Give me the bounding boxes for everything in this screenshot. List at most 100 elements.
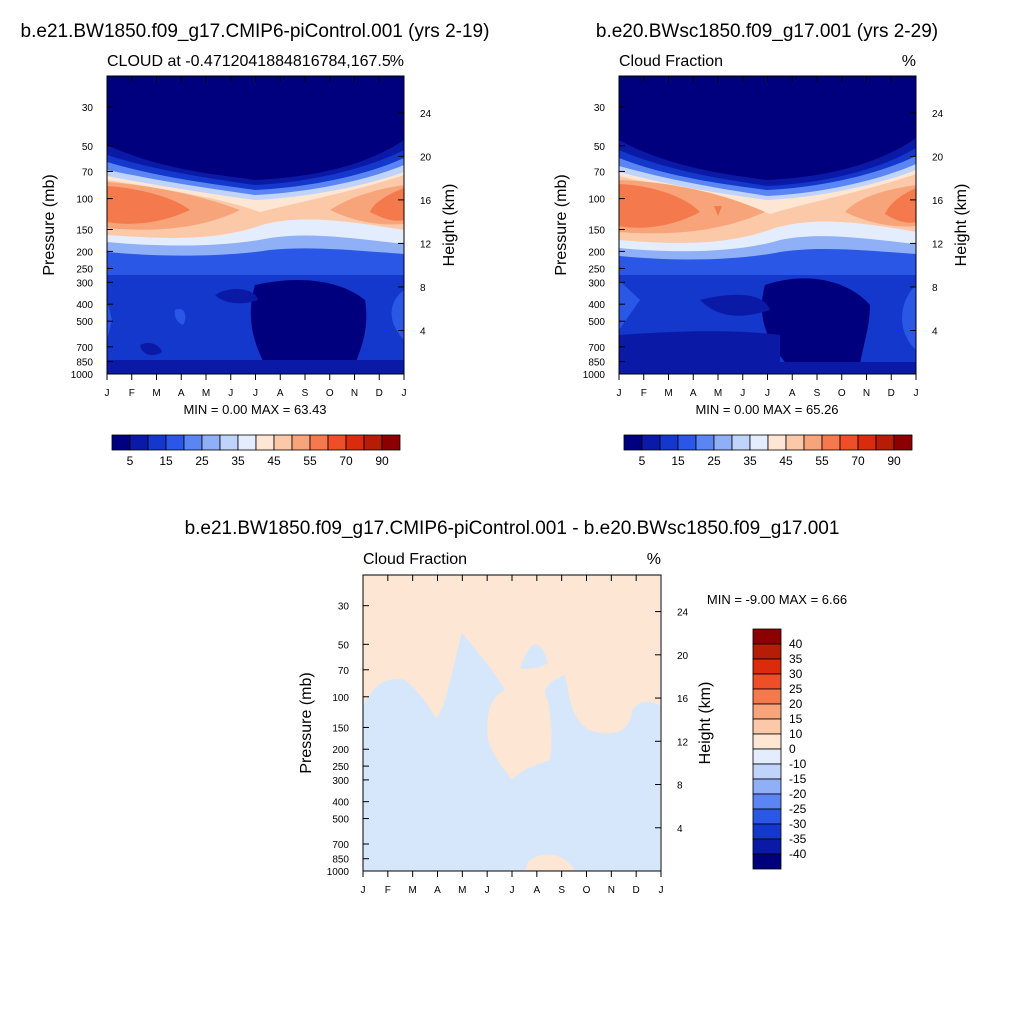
y-axis-label: Pressure (mb) (553, 174, 570, 275)
contour-field (107, 76, 404, 374)
colorbar-label: -30 (789, 817, 807, 831)
colorbar-swatch (752, 688, 782, 705)
y-right-tick-label: 4 (420, 326, 426, 337)
y-tick-label: 1000 (71, 370, 94, 381)
colorbar-swatch (752, 673, 782, 690)
x-tick-label: J (228, 388, 233, 399)
y-right-tick-label: 20 (420, 152, 432, 163)
y-tick-label: 100 (332, 693, 349, 704)
colorbar-label: 15 (789, 712, 803, 726)
x-tick-label: S (302, 388, 309, 399)
colorbar-swatch (201, 434, 221, 451)
x-tick-label: M (202, 388, 210, 399)
y-tick-label: 50 (594, 142, 606, 153)
y-tick-label: 700 (76, 343, 93, 354)
y-tick-label: 500 (76, 317, 93, 328)
x-tick-label: M (458, 885, 466, 896)
y-axis-right-label: Height (km) (697, 682, 714, 765)
colorbar-swatch (752, 838, 782, 855)
colorbar-label: 25 (195, 454, 209, 468)
x-tick-label: O (838, 388, 846, 399)
y-tick-label: 50 (338, 640, 350, 651)
units-label: % (902, 53, 916, 70)
colorbar-label: -40 (789, 847, 807, 861)
y-right-tick-label: 12 (932, 239, 944, 250)
x-tick-label: S (558, 885, 565, 896)
y-right-tick-label: 4 (932, 326, 938, 337)
colorbar-swatch (752, 778, 782, 795)
y-tick-label: 250 (588, 264, 605, 275)
colorbar-swatch (752, 853, 782, 870)
x-tick-label: J (740, 388, 745, 399)
y-tick-label: 150 (76, 225, 93, 236)
colorbar-label: 35 (789, 652, 803, 666)
y-tick-label: 400 (588, 300, 605, 311)
colorbar-swatch (183, 434, 203, 451)
colorbar-label: 30 (789, 667, 803, 681)
colorbar-swatch (875, 434, 895, 451)
y-right-tick-label: 16 (420, 196, 432, 207)
colorbar-swatch (381, 434, 401, 451)
y-tick-label: 150 (588, 225, 605, 236)
colorbar-swatch (309, 434, 329, 451)
y-tick-label: 500 (332, 815, 349, 826)
colorbar-swatch (129, 434, 149, 451)
y-tick-label: 250 (76, 264, 93, 275)
colorbar-swatch (857, 434, 877, 451)
y-tick-label: 200 (588, 247, 605, 258)
colorbar-swatch (147, 434, 167, 451)
y-axis-label: Pressure (mb) (298, 672, 315, 773)
colorbar-label: 5 (127, 454, 134, 468)
colorbar-label: -25 (789, 802, 807, 816)
min-max-label: MIN = 0.00 MAX = 63.43 (183, 402, 326, 417)
y-tick-label: 500 (588, 317, 605, 328)
colorbar-label: 20 (789, 697, 803, 711)
x-tick-label: J (105, 388, 110, 399)
y-tick-label: 70 (338, 666, 350, 677)
colorbar-label: 70 (339, 454, 353, 468)
colorbar-swatch (752, 643, 782, 660)
colorbar-swatch (752, 628, 782, 645)
colorbar-swatch (752, 658, 782, 675)
colorbar-label: 90 (887, 454, 901, 468)
y-tick-label: 200 (332, 745, 349, 756)
colorbar-label: 0 (789, 742, 796, 756)
y-right-tick-label: 24 (677, 608, 689, 619)
y-tick-label: 300 (332, 776, 349, 787)
y-tick-label: 700 (332, 840, 349, 851)
x-tick-label: M (152, 388, 160, 399)
y-tick-label: 700 (588, 343, 605, 354)
x-tick-label: O (583, 885, 591, 896)
panel-top-right: b.e20.BWsc1850.f09_g17.001 (yrs 2-29) Cl… (553, 21, 970, 468)
x-tick-label: J (510, 885, 515, 896)
variable-label: Cloud Fraction (363, 551, 467, 568)
colorbar: 5 15 25 35 45 55 70 90 (111, 434, 401, 468)
y-right-tick-label: 8 (932, 283, 938, 294)
min-max-label: MIN = -9.00 MAX = 6.66 (707, 592, 847, 607)
y-tick-label: 100 (76, 195, 93, 206)
colorbar-swatch (695, 434, 715, 451)
x-tick-label: M (664, 388, 672, 399)
panel-top-left: b.e21.BW1850.f09_g17.CMIP6-piControl.001… (21, 21, 490, 468)
colorbar-swatch (345, 434, 365, 451)
colorbar-label: 40 (789, 637, 803, 651)
colorbar-swatch (165, 434, 185, 451)
y-tick-label: 1000 (327, 867, 350, 878)
y-tick-label: 70 (82, 167, 94, 178)
x-tick-label: D (633, 885, 640, 896)
colorbar-label: 15 (159, 454, 173, 468)
colorbar-swatch (752, 748, 782, 765)
y-axis-right-label: Height (km) (953, 184, 970, 267)
colorbar-label: 55 (303, 454, 317, 468)
y-tick-label: 200 (76, 247, 93, 258)
colorbar-swatch (237, 434, 257, 451)
colorbar-label: 45 (267, 454, 281, 468)
colorbar-label: 10 (789, 727, 803, 741)
colorbar-swatch (752, 823, 782, 840)
colorbar-swatch (767, 434, 787, 451)
x-tick-label: J (361, 885, 366, 896)
y-right-tick-label: 4 (677, 824, 683, 835)
